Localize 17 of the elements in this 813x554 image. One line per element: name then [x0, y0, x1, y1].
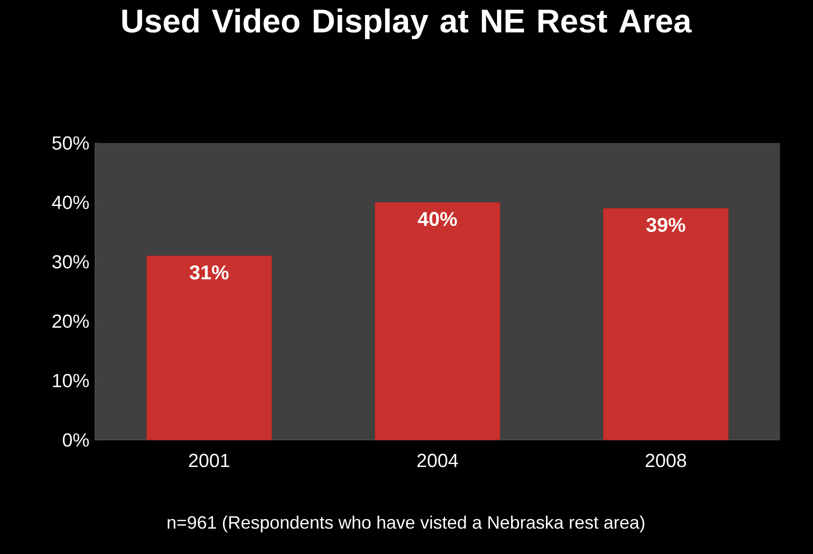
- chart-title: Used Video Display at NE Rest Area: [122, 8, 692, 40]
- x-tick-label: 2008: [646, 454, 686, 468]
- y-tick-label: 40%: [52, 196, 89, 210]
- y-tick-label: 30%: [52, 255, 89, 268]
- data-label: 39%: [646, 218, 686, 232]
- text: n=961 (Respondents who have visted a Nebraska rest area): [168, 516, 644, 532]
- y-tick-label: 50%: [52, 136, 89, 150]
- x-tick-label: 2001: [189, 454, 230, 468]
- x-tick-label: 2004: [417, 454, 458, 468]
- bar: [603, 208, 729, 440]
- data-label: 40%: [418, 212, 457, 226]
- y-tick-label: 20%: [52, 314, 89, 328]
- bar: [146, 256, 272, 440]
- bar: [374, 202, 500, 440]
- data-label: 31%: [190, 265, 229, 280]
- y-tick-label: 0%: [62, 433, 89, 447]
- y-tick-label: 10%: [53, 374, 89, 388]
